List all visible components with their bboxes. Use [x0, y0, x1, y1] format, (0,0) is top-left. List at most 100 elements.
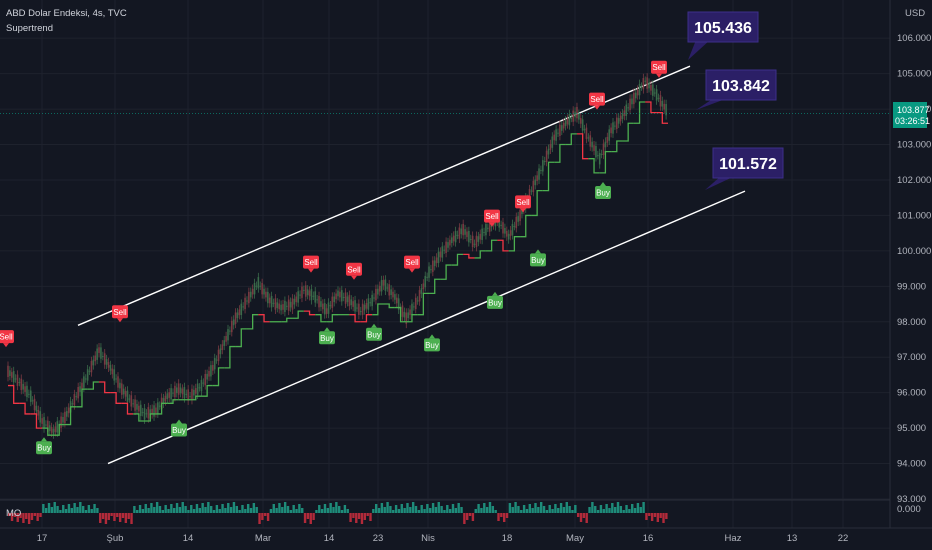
oscillator-bar — [10, 513, 14, 521]
supertrend-segment — [190, 395, 202, 401]
callout-pointer — [696, 98, 728, 110]
candle-body — [10, 372, 13, 378]
supertrend-segment — [64, 406, 77, 426]
oscillator-bar — [249, 508, 253, 513]
oscillator-bar — [84, 510, 88, 513]
sell-signal-label: Sell — [113, 308, 127, 317]
y-tick-label: 105.000 — [897, 69, 931, 80]
x-tick-label: 17 — [37, 533, 48, 544]
sell-signal-pointer — [409, 268, 415, 273]
oscillator-bar — [448, 509, 452, 513]
supertrend-segment — [133, 413, 145, 422]
oscillator-bar — [508, 503, 512, 513]
candle-body — [297, 291, 299, 303]
candle-body — [359, 311, 362, 313]
oscillator-bar — [184, 506, 187, 513]
sell-signal-label: Sell — [590, 95, 604, 104]
callout-box — [712, 147, 784, 179]
candle-body — [149, 409, 152, 415]
oscillator-bar — [454, 508, 458, 513]
buy-signal-pointer — [41, 437, 47, 442]
supertrend-segment — [281, 317, 293, 323]
candle-body — [88, 370, 91, 372]
oscillator-bar — [537, 507, 540, 513]
candle-body — [208, 370, 210, 377]
oscillator-bar — [517, 506, 520, 513]
oscillator-bar — [30, 513, 34, 520]
supertrend-segment — [326, 314, 338, 323]
supertrend-segment — [474, 250, 486, 259]
oscillator-bar — [13, 513, 17, 517]
oscillator-bar — [124, 513, 128, 523]
candle-body — [519, 209, 521, 222]
candle-body — [625, 104, 628, 116]
y-tick-label: 99.000 — [897, 281, 926, 292]
oscillator-bar — [565, 502, 568, 513]
candle-body — [612, 122, 614, 134]
oscillator-bar — [520, 510, 523, 513]
buy-signal-box — [319, 331, 335, 345]
oscillator-bar — [252, 503, 256, 513]
price-candles — [7, 73, 667, 439]
candle-body — [280, 304, 282, 311]
oscillator-bar — [215, 505, 219, 513]
oscillator-bar — [147, 508, 150, 513]
oscillator-bar — [269, 509, 273, 513]
candle-body — [644, 80, 647, 82]
candle-body — [513, 226, 516, 228]
oscillator-bar — [73, 503, 76, 513]
oscillator-bar — [648, 513, 651, 516]
candle-body — [177, 383, 180, 395]
supertrend-segment — [258, 314, 270, 323]
oscillator-bar — [44, 508, 48, 513]
oscillator-bar — [133, 506, 136, 513]
oscillator-bar — [244, 509, 247, 513]
candle-body — [653, 92, 656, 94]
buy-signal-box — [366, 327, 382, 341]
oscillator-bar — [332, 507, 335, 513]
candle-body — [454, 231, 457, 243]
x-tick-label: Mar — [255, 533, 271, 544]
oscillator-bar — [335, 502, 338, 513]
candle-body — [73, 394, 76, 406]
oscillator-bar — [599, 505, 603, 513]
supertrend-segment — [520, 214, 532, 238]
candle-body — [447, 242, 449, 248]
candle-body — [24, 386, 26, 392]
candle-body — [576, 106, 578, 119]
buy-signal-box — [530, 253, 546, 267]
oscillator-name: MO — [6, 508, 21, 519]
oscillator-bar — [494, 510, 497, 513]
oscillator-bar — [340, 510, 344, 513]
candle-body — [282, 304, 284, 310]
oscillator-bar — [434, 507, 438, 513]
sell-signal-label: Sell — [516, 198, 530, 207]
candle-body — [141, 412, 144, 414]
candle-body — [532, 180, 535, 193]
supertrend-segment — [463, 253, 475, 259]
candle-body — [331, 296, 334, 308]
candle-body — [179, 387, 182, 394]
supertrend-segment — [144, 413, 156, 422]
candle-body — [441, 246, 444, 258]
oscillator-bar — [19, 513, 22, 518]
oscillator-bar — [107, 513, 110, 520]
oscillator-bar — [355, 513, 358, 523]
candle-body — [540, 169, 542, 171]
buy-signal-pointer — [324, 327, 330, 332]
oscillator-bar — [258, 513, 261, 524]
candle-body — [593, 145, 595, 151]
candle-body — [583, 129, 586, 131]
candle-body — [648, 82, 650, 89]
candle-body — [98, 347, 100, 353]
candle-body — [39, 411, 42, 423]
candle-body — [428, 266, 430, 278]
candle-body — [373, 297, 375, 299]
oscillator-bar — [403, 508, 406, 513]
oscillator-bar — [514, 502, 517, 513]
supertrend-segment — [531, 189, 543, 217]
candle-body — [549, 144, 552, 150]
candle-body — [553, 134, 556, 141]
supertrend-segment — [497, 239, 509, 252]
